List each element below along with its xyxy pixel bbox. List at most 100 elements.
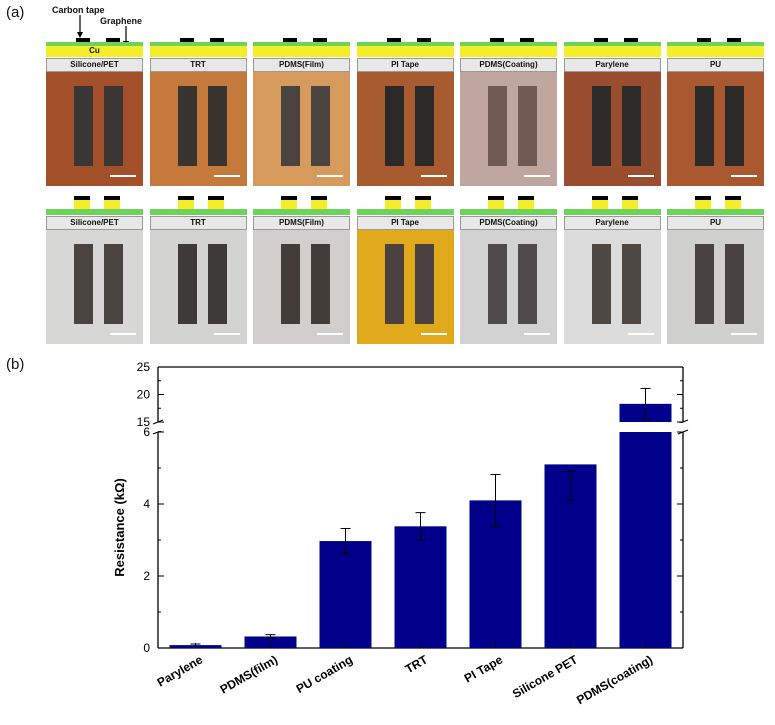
sample-photo <box>460 230 557 344</box>
x-tick-label: PI Tape <box>462 652 505 685</box>
sample-tile: Silicone/PET <box>46 196 143 346</box>
carbon-strip <box>591 244 611 324</box>
sample-tile: PDMS(Film) <box>253 38 350 188</box>
carbon-strip <box>695 244 714 324</box>
scale-bar <box>627 333 654 335</box>
scale-bar <box>731 333 757 335</box>
sample-photo <box>563 230 661 344</box>
sample-photo <box>460 72 557 186</box>
layer-schematic <box>356 196 454 216</box>
sample-photo <box>253 230 350 344</box>
sample-tile: PDMS(Coating) <box>460 38 557 188</box>
y-tick-label: 0 <box>143 641 150 655</box>
sample-tile: Parylene <box>563 38 661 188</box>
carbon-strip <box>384 86 404 166</box>
panel-label-a: (a) <box>6 4 25 21</box>
scale-bar <box>524 333 550 335</box>
carbon-strip <box>725 86 744 166</box>
sample-photo <box>356 72 454 186</box>
sample-label: Parylene <box>563 58 661 72</box>
layer-schematic <box>253 38 350 58</box>
layer-schematic <box>460 196 557 216</box>
carbon-strip <box>591 86 611 166</box>
sample-tile: PI Tape <box>356 38 454 188</box>
sample-photo <box>667 72 764 186</box>
sample-photo <box>149 72 247 186</box>
sample-tile: PDMS(Coating) <box>460 196 557 346</box>
layer-schematic <box>667 196 764 216</box>
legend-cu: Cu <box>89 46 100 55</box>
row-graphene-samples: Silicone/PET TRT PDMS(Film) PI Tape PDMS(Coa… <box>46 196 764 346</box>
carbon-strip <box>621 86 641 166</box>
bar <box>319 541 372 648</box>
layer-schematic <box>667 38 764 58</box>
sample-tile: TRT <box>149 38 247 188</box>
scale-bar <box>524 175 550 177</box>
carbon-strip <box>281 244 300 324</box>
sample-photo <box>667 230 764 344</box>
x-tick-label: Silicone PET <box>510 652 581 701</box>
carbon-strip <box>414 86 434 166</box>
carbon-strip <box>104 244 123 324</box>
x-tick-label: PDMS(film) <box>218 652 280 696</box>
sample-tile: PU <box>667 196 764 346</box>
sample-label: TRT <box>149 216 247 230</box>
carbon-strip <box>695 86 714 166</box>
y-tick-label: 15 <box>137 415 151 429</box>
scale-bar <box>110 175 136 177</box>
carbon-strip <box>74 244 93 324</box>
carbon-strip <box>414 244 434 324</box>
x-tick-label: TRT <box>403 652 431 676</box>
sample-label: PI Tape <box>356 58 454 72</box>
sample-photo <box>46 72 143 186</box>
carbon-strip <box>518 86 537 166</box>
legend-graphene: Graphene <box>100 16 143 26</box>
carbon-strip <box>488 244 507 324</box>
scale-bar <box>627 175 654 177</box>
sample-label: Silicone/PET <box>46 58 143 72</box>
scale-bar <box>731 175 757 177</box>
y-axis-title: Resistance (kΩ) <box>112 478 127 577</box>
sample-tile: PDMS(Film) <box>253 196 350 346</box>
layer-schematic <box>356 38 454 58</box>
carbon-strip <box>488 86 507 166</box>
carbon-strip <box>177 86 197 166</box>
resistance-bar-chart: 0 2 4 615 20 25 Resistance (kΩ) Parylene PDMS(fi… <box>112 360 689 707</box>
scale-bar <box>317 333 343 335</box>
carbon-strip <box>384 244 404 324</box>
sample-photo <box>563 72 661 186</box>
y-tick-label: 2 <box>143 569 150 583</box>
sample-tile: Parylene <box>563 196 661 346</box>
bar <box>244 636 297 648</box>
scale-bar <box>110 333 136 335</box>
legend-carbon-tape: Carbon tape <box>52 5 105 15</box>
carbon-strip <box>518 244 537 324</box>
layer-schematic <box>149 38 247 58</box>
sample-tile: PI Tape <box>356 196 454 346</box>
x-tick-label: PDMS(coating) <box>574 652 655 707</box>
sample-tile: PU <box>667 38 764 188</box>
carbon-strip <box>207 244 227 324</box>
sample-tile: TRT <box>149 196 247 346</box>
layer-schematic <box>563 38 661 58</box>
carbon-strip <box>281 86 300 166</box>
y-tick-label: 6 <box>143 425 150 439</box>
carbon-strip <box>621 244 641 324</box>
scale-bar <box>213 175 240 177</box>
sample-label: PI Tape <box>356 216 454 230</box>
sample-label: TRT <box>149 58 247 72</box>
sample-label: PDMS(Coating) <box>460 58 557 72</box>
x-tick-label: Parylene <box>155 652 206 689</box>
layer-schematic <box>253 196 350 216</box>
bar <box>619 432 672 648</box>
axis-break-gap <box>159 423 682 431</box>
layer-schematic <box>46 196 143 216</box>
carbon-strip <box>104 86 123 166</box>
sample-photo <box>46 230 143 344</box>
x-tick-label: PU coating <box>294 652 355 695</box>
bar <box>394 526 447 648</box>
sample-label: Silicone/PET <box>46 216 143 230</box>
carbon-strip <box>177 244 197 324</box>
scale-bar <box>420 333 447 335</box>
scale-bar <box>420 175 447 177</box>
